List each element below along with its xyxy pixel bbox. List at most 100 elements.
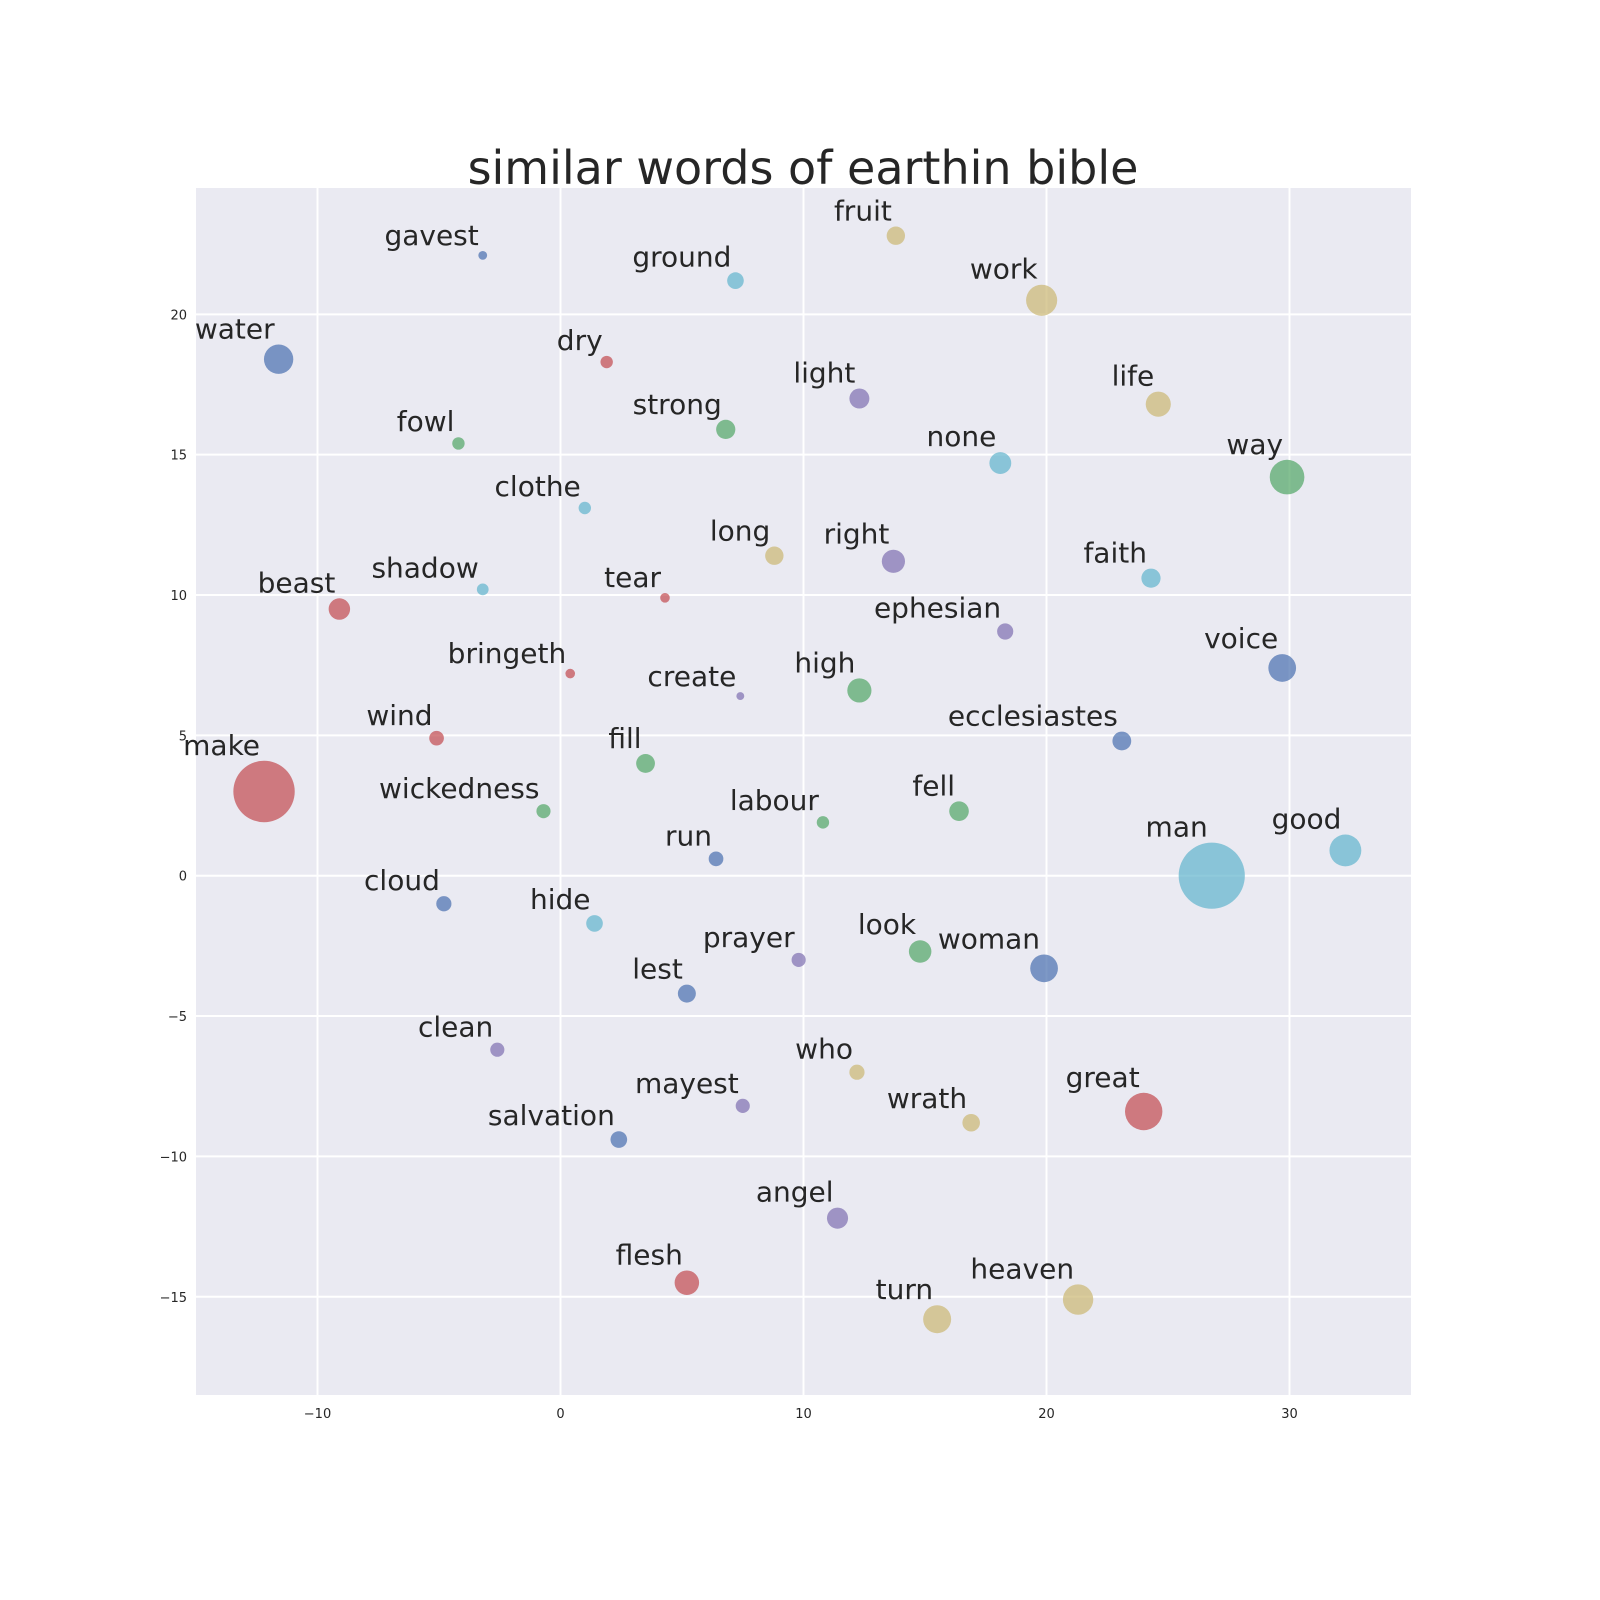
point-clean	[490, 1042, 505, 1057]
point-way	[1269, 459, 1305, 495]
point-label-right: right	[824, 518, 890, 551]
point-label-labour: labour	[730, 784, 820, 817]
point-label-water: water	[195, 313, 275, 346]
data-points	[233, 226, 1362, 1334]
point-angel	[826, 1207, 849, 1229]
point-beast	[328, 598, 351, 620]
y-axis-ticks: −15 −10 −5 0 5 10 15 20	[160, 308, 187, 1305]
y-tick-label: 5	[179, 729, 187, 744]
x-tick-label: 30	[1281, 1407, 1298, 1422]
point-strong	[716, 419, 736, 440]
point-mayest	[735, 1098, 750, 1113]
y-tick-label: 20	[170, 308, 187, 323]
point-label-life: life	[1112, 360, 1155, 393]
point-dry	[600, 355, 613, 369]
point-label-high: high	[794, 646, 855, 679]
point-lest	[677, 984, 696, 1003]
point-label-salvation: salvation	[488, 1099, 615, 1132]
point-tear	[660, 593, 670, 603]
point-fowl	[452, 437, 465, 450]
point-run	[708, 851, 724, 867]
point-salvation	[610, 1131, 628, 1148]
point-label-flesh: flesh	[616, 1238, 683, 1271]
point-label-create: create	[647, 660, 736, 693]
point-wrath	[962, 1113, 980, 1132]
point-label-work: work	[970, 253, 1039, 286]
point-label-ephesian: ephesian	[874, 591, 1001, 624]
point-ephesian	[997, 623, 1014, 640]
point-label-hide: hide	[530, 883, 591, 916]
point-wickedness	[536, 804, 551, 819]
point-ecclesiastes	[1112, 731, 1132, 751]
gridlines	[196, 188, 1411, 1395]
x-tick-label: −10	[304, 1407, 331, 1422]
point-label-great: great	[1066, 1061, 1140, 1094]
point-label-turn: turn	[876, 1273, 934, 1306]
x-tick-label: 20	[1038, 1407, 1055, 1422]
y-tick-label: −10	[160, 1150, 187, 1165]
x-axis-ticks: −10 0 10 20 30	[304, 1407, 1298, 1422]
point-label-angel: angel	[756, 1176, 834, 1209]
point-hide	[586, 915, 603, 932]
chart-title: similar words of earthin bible	[468, 141, 1139, 195]
point-label-long: long	[710, 515, 770, 548]
y-tick-label: 15	[170, 449, 187, 464]
point-faith	[1141, 568, 1161, 588]
point-label-dry: dry	[557, 324, 603, 357]
point-label-wickedness: wickedness	[379, 772, 539, 805]
point-water	[263, 344, 294, 374]
point-label-man: man	[1146, 811, 1208, 844]
point-bringeth	[565, 668, 576, 679]
point-right	[881, 549, 906, 573]
point-label-faith: faith	[1083, 537, 1147, 570]
point-labour	[816, 816, 830, 829]
point-label-tear: tear	[604, 561, 661, 594]
point-label-shadow: shadow	[371, 552, 478, 585]
point-label-gavest: gavest	[384, 219, 478, 252]
point-label-make: make	[183, 729, 260, 762]
point-fell	[949, 801, 969, 821]
point-man	[1178, 842, 1245, 909]
point-label-fowl: fowl	[397, 405, 455, 438]
point-high	[847, 678, 872, 703]
point-good	[1329, 834, 1362, 867]
point-label-beast: beast	[258, 566, 336, 599]
point-label-lest: lest	[632, 953, 683, 986]
data-labels: gavest ground fruit work water dry light life fo…	[183, 195, 1341, 1307]
point-label-wind: wind	[366, 699, 432, 732]
y-tick-label: −15	[160, 1291, 187, 1306]
point-label-voice: voice	[1204, 622, 1278, 655]
point-work	[1026, 284, 1058, 316]
point-woman	[1030, 954, 1058, 983]
x-tick-label: 0	[556, 1407, 564, 1422]
point-make	[233, 760, 295, 823]
point-heaven	[1062, 1284, 1094, 1315]
point-life	[1145, 391, 1171, 417]
point-wind	[429, 730, 444, 746]
point-label-ground: ground	[632, 240, 731, 273]
point-label-none: none	[926, 420, 996, 453]
point-label-bringeth: bringeth	[448, 637, 567, 670]
point-light	[849, 388, 870, 409]
point-label-clothe: clothe	[495, 470, 581, 503]
point-who	[849, 1064, 865, 1080]
point-label-way: way	[1226, 428, 1283, 461]
point-label-run: run	[665, 820, 712, 853]
point-label-mayest: mayest	[635, 1067, 739, 1100]
y-tick-label: 0	[179, 870, 187, 885]
point-voice	[1268, 654, 1297, 682]
point-label-prayer: prayer	[703, 921, 795, 954]
point-label-heaven: heaven	[970, 1252, 1074, 1285]
point-prayer	[791, 952, 806, 967]
point-label-ecclesiastes: ecclesiastes	[948, 700, 1118, 733]
point-label-wrath: wrath	[887, 1082, 967, 1115]
point-cloud	[436, 896, 452, 912]
point-look	[908, 940, 932, 963]
point-gavest	[478, 250, 488, 260]
point-flesh	[674, 1270, 700, 1295]
point-great	[1124, 1092, 1163, 1131]
point-label-fruit: fruit	[834, 195, 892, 228]
point-label-look: look	[858, 908, 917, 941]
